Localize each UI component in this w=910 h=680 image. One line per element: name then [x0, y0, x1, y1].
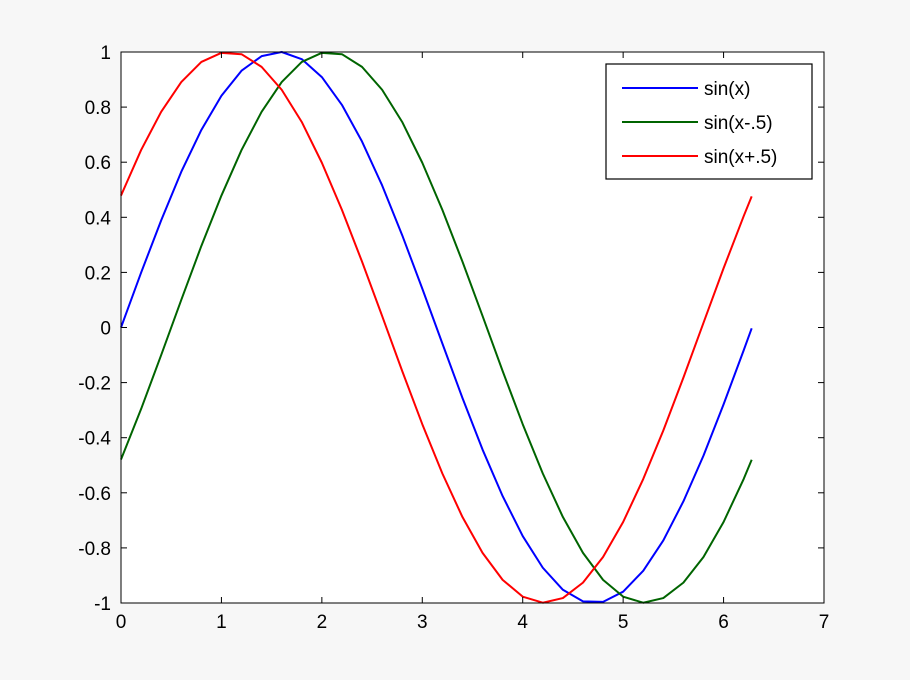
x-tick-label: 6 [718, 612, 729, 633]
y-tick-label: 0.8 [85, 98, 111, 119]
legend: sin(x) sin(x-.5) sin(x+.5) [605, 63, 813, 180]
y-tick-label: -0.4 [78, 429, 111, 450]
y-tick-label: 0.2 [85, 263, 111, 284]
series-line-1 [120, 51, 753, 604]
series-line-0 [120, 51, 753, 603]
y-tick-label: 0 [100, 319, 111, 340]
legend-label-0: sin(x) [704, 79, 750, 100]
y-tick-label: -1 [94, 594, 111, 615]
y-tick-label: -0.2 [78, 374, 111, 395]
legend-label-1: sin(x-.5) [704, 113, 773, 134]
series-layer [120, 51, 753, 604]
legend-label-2: sin(x+.5) [704, 147, 777, 168]
x-tick-label: 7 [819, 612, 830, 633]
x-tick-label: 3 [417, 612, 428, 633]
x-tick-label: 4 [517, 612, 528, 633]
y-tick-label: 1 [100, 43, 111, 64]
x-tick-label: 0 [116, 612, 127, 633]
x-tick-label: 2 [317, 612, 328, 633]
y-tick-label: -0.8 [78, 539, 111, 560]
axis-layer: 0 1 2 3 4 5 6 7 -1 -0.8 -0.6 -0.4 -0.2 0 0.2 0.4 0.6 0.8 1 [78, 43, 829, 633]
y-tick-label: -0.6 [78, 484, 111, 505]
x-tick-label: 1 [216, 612, 227, 633]
series-line-2 [120, 51, 753, 604]
x-tick-label: 5 [618, 612, 629, 633]
y-tick-label: 0.4 [85, 208, 112, 229]
y-tick-label: 0.6 [85, 153, 111, 174]
